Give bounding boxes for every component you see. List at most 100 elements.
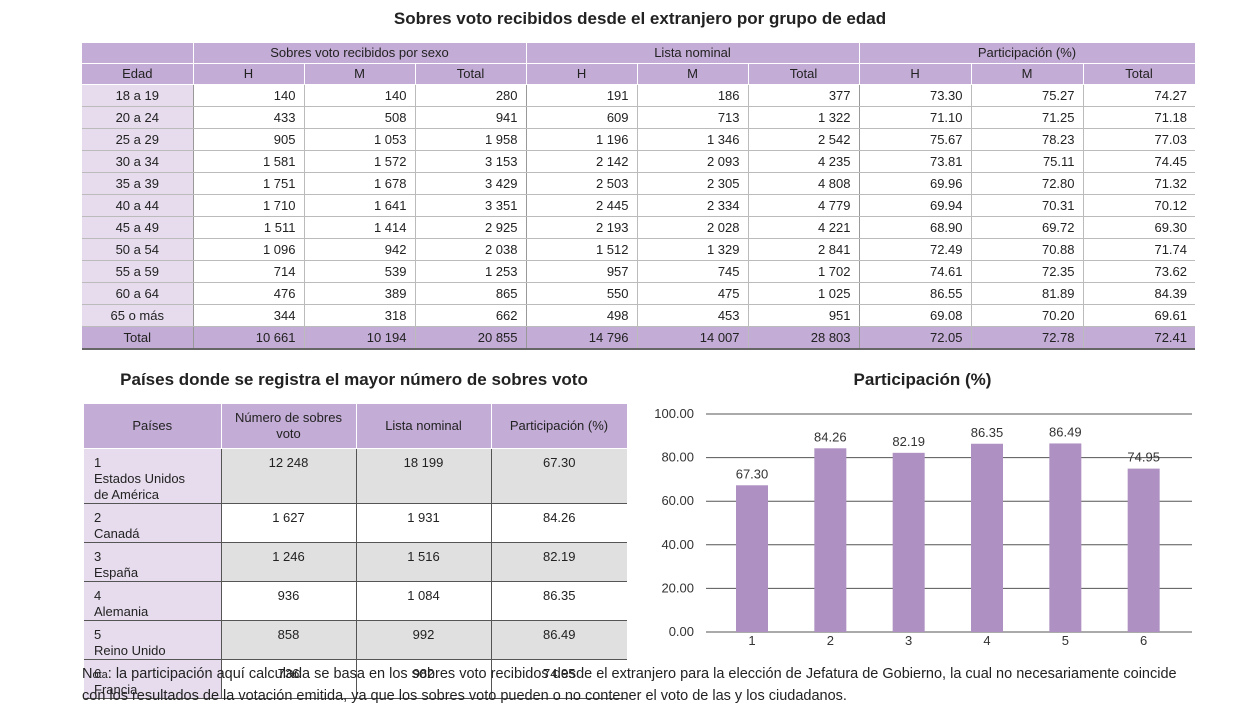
country-row: 4Alemania 936 1 084 86.35: [84, 581, 627, 621]
value-cell: 1 346: [637, 128, 749, 151]
country-name: Estados Unidos de América: [94, 471, 186, 502]
value-cell: 951: [748, 304, 860, 327]
value-cell: 745: [637, 260, 749, 283]
value-cell: 2 142: [526, 150, 638, 173]
group-header-row: Sobres voto recibidos por sexo Lista nomi…: [82, 43, 1196, 64]
value-cell: 2 028: [637, 216, 749, 239]
value-cell: 714: [193, 260, 305, 283]
value-cell: 73.30: [859, 84, 972, 107]
group-header: Sobres voto recibidos por sexo: [193, 43, 527, 64]
value-cell: 957: [526, 260, 638, 283]
column-header: Número de sobres voto: [221, 404, 357, 449]
page-title: Sobres voto recibidos desde el extranjer…: [393, 9, 887, 28]
country-rank: 6: [94, 666, 102, 681]
value-cell: 475: [637, 282, 749, 305]
age-group-cell: 40 a 44: [82, 194, 194, 217]
y-tick-label: 60.00: [661, 493, 694, 508]
value-cell: 69.08: [859, 304, 972, 327]
value-cell: 70.88: [971, 238, 1084, 261]
value-cell: 140: [193, 84, 305, 107]
value-cell: 2 093: [637, 150, 749, 173]
value-cell: 72.80: [971, 172, 1084, 195]
column-header: M: [304, 63, 416, 85]
x-tick-label: 6: [1140, 633, 1147, 648]
column-header: M: [637, 63, 749, 85]
value-cell: 69.72: [971, 216, 1084, 239]
value-cell: 539: [304, 260, 416, 283]
sobres-cell: 858: [221, 620, 357, 660]
table-row: 55 a 59 714 539 1 253 957 745 1 702 74.61 72.35 7…: [82, 260, 1196, 283]
y-tick-label: 40.00: [661, 537, 694, 552]
y-tick-label: 20.00: [661, 580, 694, 595]
value-cell: 2 503: [526, 172, 638, 195]
x-tick-label: 1: [748, 633, 755, 648]
group-header: Lista nominal: [526, 43, 860, 64]
value-cell: 3 153: [415, 150, 527, 173]
value-cell: 70.20: [971, 304, 1084, 327]
y-tick-label: 80.00: [661, 450, 694, 465]
value-cell: 2 193: [526, 216, 638, 239]
bar: [1049, 443, 1082, 632]
bar: [814, 448, 847, 632]
age-group-cell: 25 a 29: [82, 128, 194, 151]
value-cell: 865: [415, 282, 527, 305]
column-header: Total: [1083, 63, 1196, 85]
y-tick-label: 0.00: [669, 624, 694, 639]
column-header: Países: [84, 404, 222, 449]
x-tick-label: 3: [905, 633, 912, 648]
value-cell: 74.61: [859, 260, 972, 283]
country-name: Francia: [94, 682, 138, 697]
lista-cell: 18 199: [356, 448, 492, 504]
value-cell: 2 542: [748, 128, 860, 151]
value-cell: 69.30: [1083, 216, 1196, 239]
column-header: H: [193, 63, 305, 85]
country-name: Canadá: [94, 526, 140, 541]
country-row: 5Reino Unido 858 992 86.49: [84, 620, 627, 660]
country-name: Alemania: [94, 604, 149, 619]
value-cell: 2 445: [526, 194, 638, 217]
column-header: H: [859, 63, 972, 85]
value-cell: 10 194: [304, 326, 416, 350]
country-name: España: [94, 565, 139, 580]
value-cell: 2 841: [748, 238, 860, 261]
column-header: Edad: [82, 63, 194, 85]
value-cell: 1 581: [193, 150, 305, 173]
value-cell: 69.94: [859, 194, 972, 217]
value-cell: 4 808: [748, 172, 860, 195]
country-cell: 1Estados Unidos de América: [84, 448, 222, 504]
value-cell: 280: [415, 84, 527, 107]
value-cell: 71.10: [859, 106, 972, 129]
country-name: Reino Unido: [94, 643, 166, 658]
value-cell: 68.90: [859, 216, 972, 239]
bar: [1127, 468, 1160, 632]
footnote: Nota: la participación aquí calculada se…: [82, 664, 1202, 707]
column-header: Participación (%): [491, 404, 628, 449]
sobres-cell: 736: [221, 659, 357, 699]
value-cell: 4 235: [748, 150, 860, 173]
value-cell: 1 511: [193, 216, 305, 239]
country-rank: 4: [94, 588, 102, 603]
bar: [892, 452, 925, 632]
sobres-cell: 12 248: [221, 448, 357, 504]
y-tick-label: 100.00: [654, 406, 694, 421]
value-cell: 662: [415, 304, 527, 327]
value-cell: 2 334: [637, 194, 749, 217]
x-tick-label: 4: [983, 633, 990, 648]
value-cell: 74.27: [1083, 84, 1196, 107]
value-cell: 1 702: [748, 260, 860, 283]
value-cell: 14 796: [526, 326, 638, 350]
value-cell: 1 572: [304, 150, 416, 173]
value-cell: 72.49: [859, 238, 972, 261]
bar-value-label: 86.49: [1049, 424, 1082, 439]
country-row: 2Canadá 1 627 1 931 84.26: [84, 503, 627, 543]
country-rank: 3: [94, 549, 102, 564]
value-cell: 191: [526, 84, 638, 107]
bar: [971, 443, 1003, 632]
value-cell: 72.41: [1083, 326, 1196, 350]
bar-value-label: 84.26: [814, 429, 847, 444]
chart-title: Participación (%): [853, 370, 992, 389]
bar-value-label: 74.95: [1127, 450, 1160, 465]
sobres-cell: 1 627: [221, 503, 357, 543]
lista-cell: 982: [356, 659, 492, 699]
value-cell: 942: [304, 238, 416, 261]
